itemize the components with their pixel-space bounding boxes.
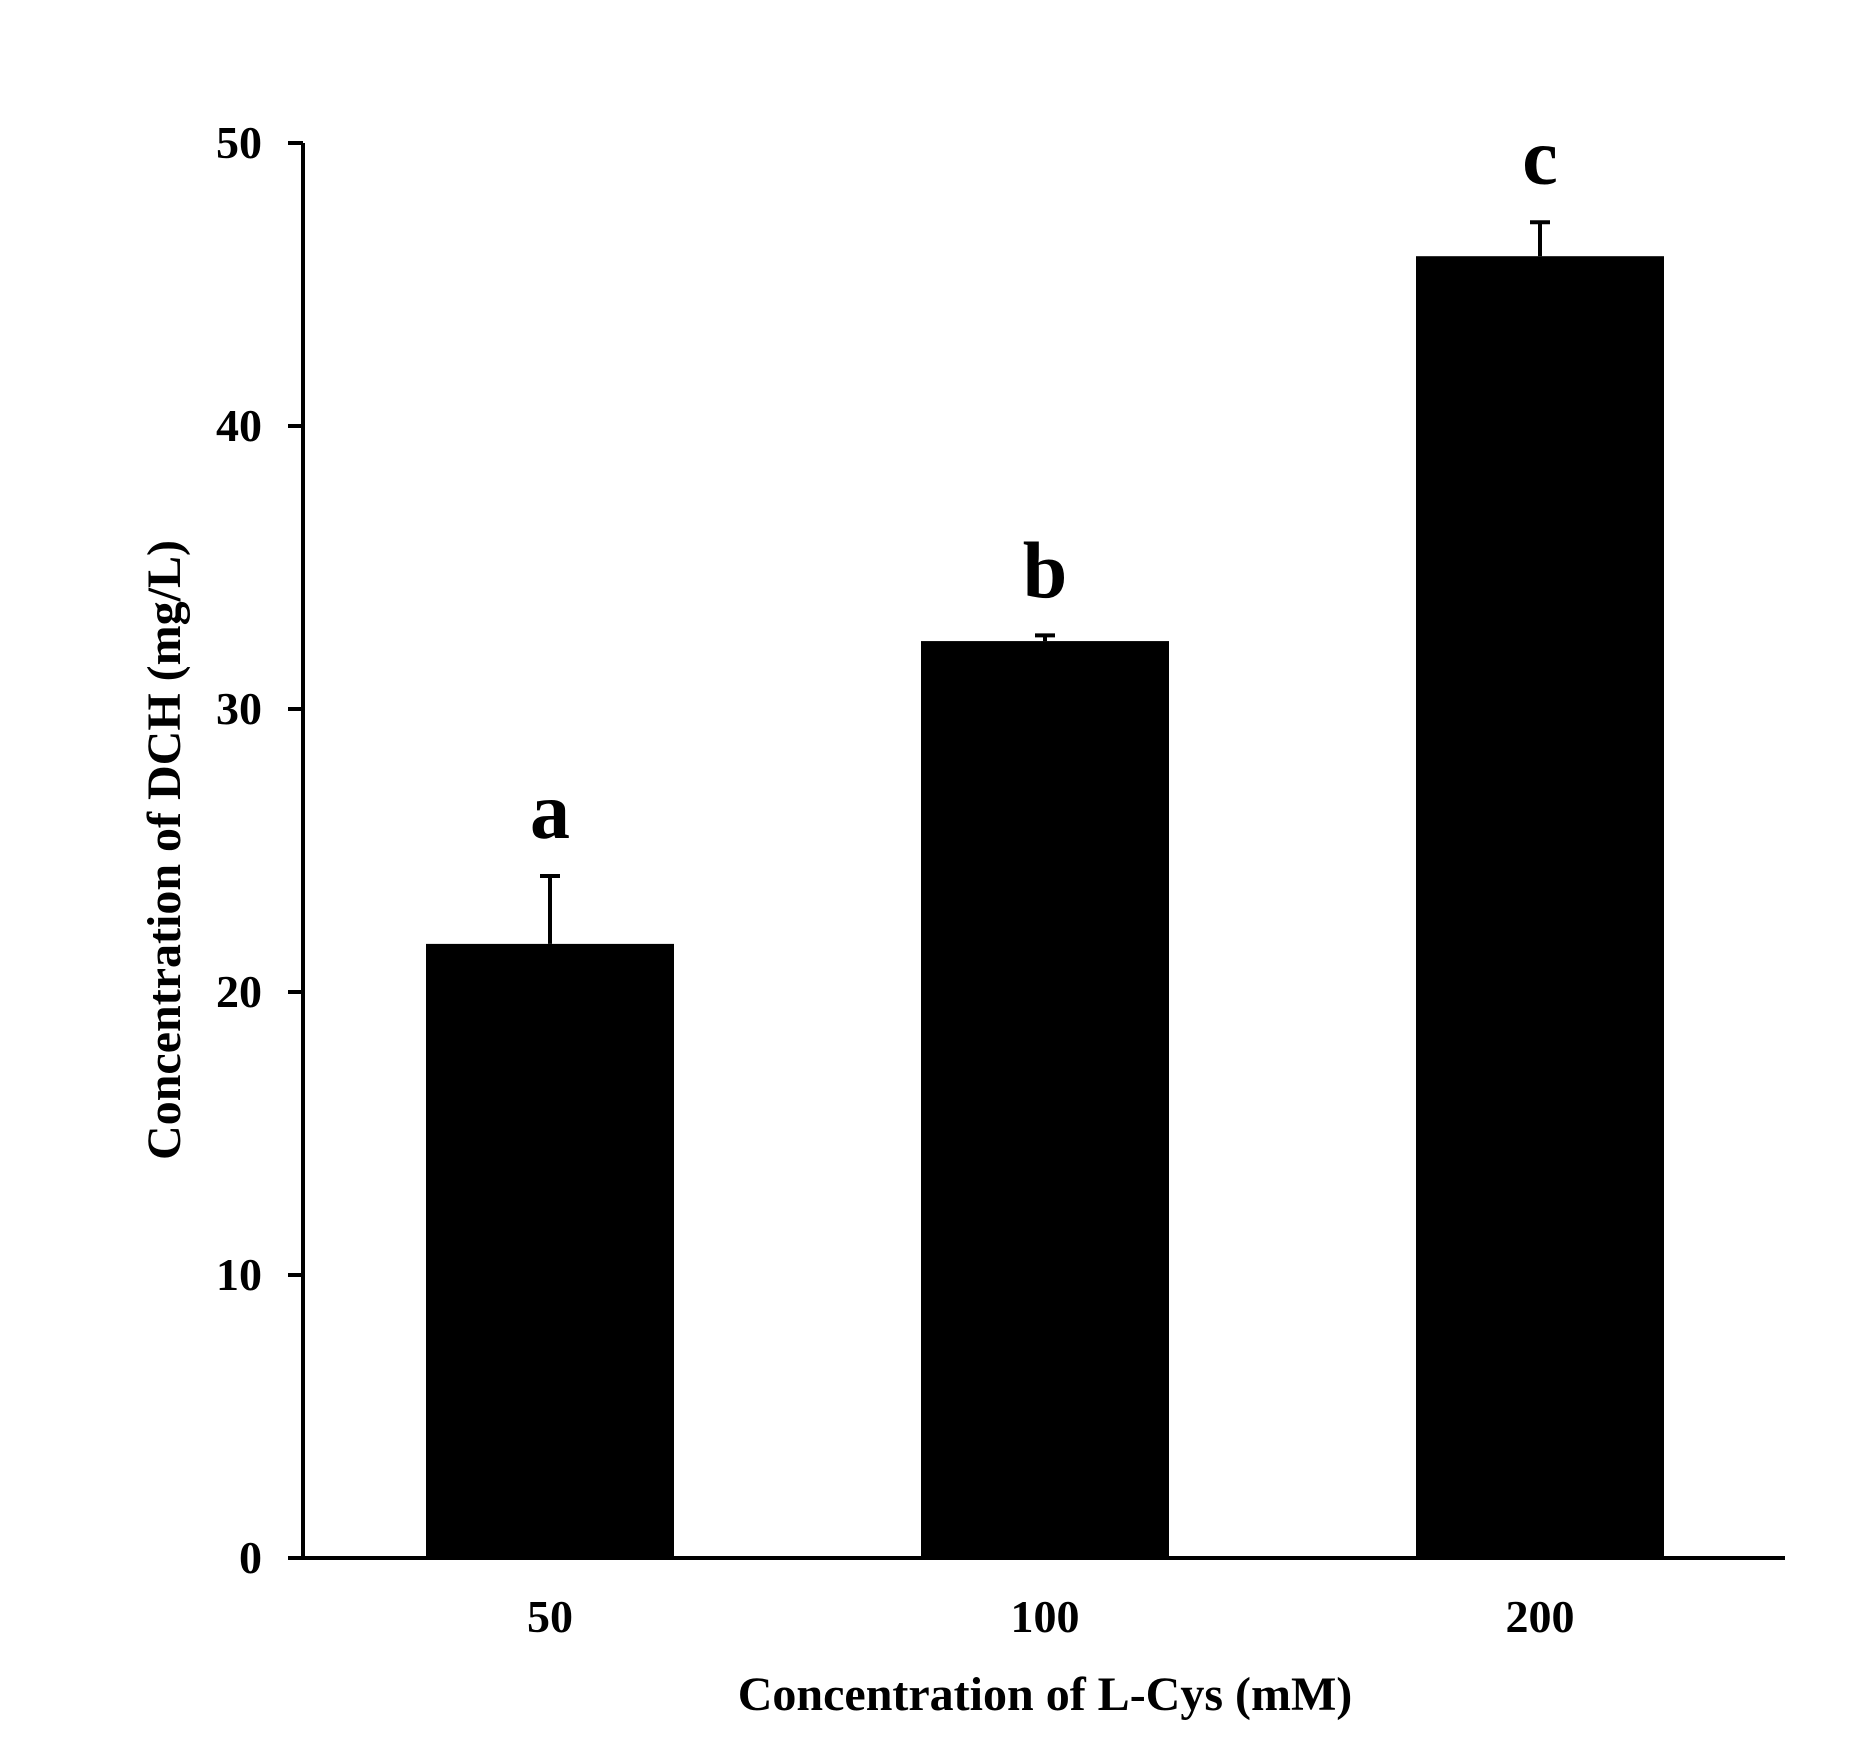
y-axis-title: Concentration of DCH (mg/L) [138,540,191,1160]
y-tick-label: 0 [239,1532,262,1583]
significance-letter: b [1023,527,1068,615]
error-bars [540,220,1550,944]
x-axis-ticks: 50 100 200 [527,1591,1575,1642]
significance-letters: a b c [530,114,1558,856]
x-tick-label: 200 [1506,1591,1575,1642]
bar [921,641,1169,1558]
y-axis-ticks: 0 10 20 30 40 50 [216,117,303,1583]
x-axis-title: Concentration of L-Cys (mM) [738,1668,1353,1721]
y-tick-label: 20 [216,966,262,1017]
x-tick-label: 100 [1011,1591,1080,1642]
y-tick-label: 30 [216,683,262,734]
y-tick-label: 40 [216,400,262,451]
x-tick-label: 50 [527,1591,573,1642]
bar [426,943,674,1558]
significance-letter: a [530,768,570,856]
bars [426,256,1664,1559]
y-tick-label: 10 [216,1249,262,1300]
bar [1416,256,1664,1559]
y-tick-label: 50 [216,117,262,168]
significance-letter: c [1522,114,1558,202]
